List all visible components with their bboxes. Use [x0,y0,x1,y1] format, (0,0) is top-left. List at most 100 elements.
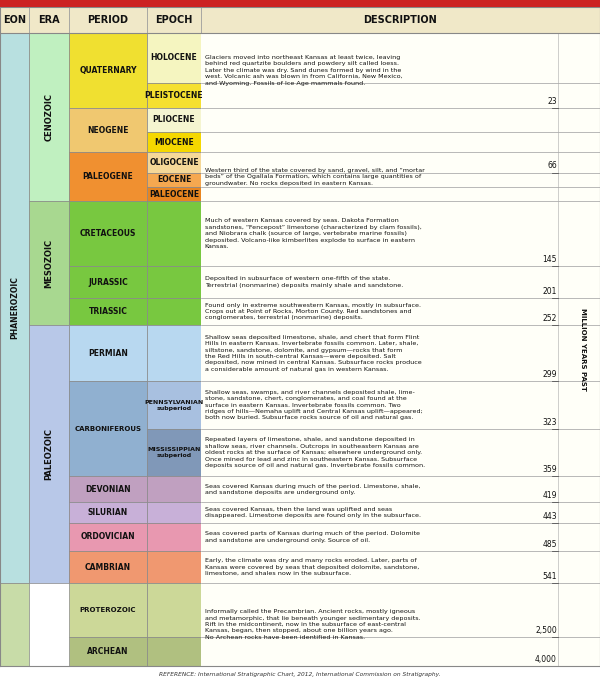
Text: Seas covered Kansas during much of the period. Limestone, shale,
and sandstone d: Seas covered Kansas during much of the p… [205,484,420,495]
Bar [147,108,201,133]
Text: Seas covered Kansas, then the land was uplifted and seas
disappeared. Limestone : Seas covered Kansas, then the land was u… [205,507,421,518]
Bar [147,201,201,266]
Bar [147,298,201,325]
Text: PALEOZOIC: PALEOZOIC [44,428,53,480]
Text: 485: 485 [542,540,557,549]
Text: HOLOCENE: HOLOCENE [151,53,197,62]
Text: 252: 252 [542,314,557,323]
Bar [0,33,29,583]
Text: DESCRIPTION: DESCRIPTION [364,15,437,25]
Text: 359: 359 [542,465,557,475]
Bar [147,266,201,298]
Text: 145: 145 [542,255,557,264]
Text: Much of western Kansas covered by seas. Dakota Formation
sandstones, “Fencepost”: Much of western Kansas covered by seas. … [205,219,421,249]
Bar [69,583,147,637]
Bar [69,381,147,477]
Text: SILURIAN: SILURIAN [88,508,128,517]
Bar [0,7,29,33]
Bar [69,298,147,325]
Bar [147,551,201,583]
Text: Seas covered parts of Kansas during much of the period. Dolomite
and sandstone a: Seas covered parts of Kansas during much… [205,531,419,543]
Text: EON: EON [3,15,26,25]
Text: 443: 443 [542,512,557,520]
Bar [69,266,147,298]
Text: Shallow seas deposited limestone, shale, and chert that form Flint
Hills in east: Shallow seas deposited limestone, shale,… [205,335,421,372]
Bar [147,133,201,152]
Bar [69,477,147,503]
Text: Deposited in subsurface of western one-fifth of the state.
Terrestrial (nonmarin: Deposited in subsurface of western one-f… [205,277,403,288]
Text: PLIOCENE: PLIOCENE [152,115,196,124]
Text: MESOZOIC: MESOZOIC [44,239,53,288]
Bar [29,201,69,325]
Text: 299: 299 [542,370,557,379]
Bar [147,152,201,173]
Text: PROTEROZOIC: PROTEROZOIC [80,607,136,613]
Text: Glaciers moved into northeast Kansas at least twice, leaving
behind red quartzit: Glaciers moved into northeast Kansas at … [205,55,402,85]
Text: Shallow seas, swamps, and river channels deposited shale, lime-
stone, sandstone: Shallow seas, swamps, and river channels… [205,390,422,421]
Bar [147,477,201,503]
Text: TRIASSIC: TRIASSIC [89,307,127,316]
Text: MILLION YEARS PAST: MILLION YEARS PAST [580,308,586,391]
Bar [201,33,600,666]
Bar [69,522,147,551]
Bar [147,173,201,187]
Bar [0,0,600,7]
Text: 4,000: 4,000 [535,655,557,664]
Text: Early, the climate was dry and many rocks eroded. Later, parts of
Kansas were co: Early, the climate was dry and many rock… [205,558,419,576]
Text: Repeated layers of limestone, shale, and sandstone deposited in
shallow seas, ri: Repeated layers of limestone, shale, and… [205,437,425,468]
Text: NEOGENE: NEOGENE [87,126,129,135]
Bar [29,7,69,33]
Bar [0,583,29,666]
Text: 23: 23 [547,97,557,106]
Text: PHANEROZOIC: PHANEROZOIC [10,277,19,339]
Bar [69,325,147,381]
Text: QUATERNARY: QUATERNARY [79,66,137,74]
Text: CARBONIFEROUS: CARBONIFEROUS [74,426,142,432]
Text: EPOCH: EPOCH [155,15,193,25]
Bar [147,83,201,108]
Text: PALEOGENE: PALEOGENE [83,172,133,182]
Text: CAMBRIAN: CAMBRIAN [85,563,131,572]
Text: Informally called the Precambrian. Ancient rocks, mostly igneous
and metamorphic: Informally called the Precambrian. Ancie… [205,609,420,640]
Text: 323: 323 [542,418,557,427]
Bar [147,187,201,201]
Text: 201: 201 [542,287,557,296]
Text: OLIGOCENE: OLIGOCENE [149,158,199,167]
Bar [147,522,201,551]
Bar [29,33,69,201]
Text: 419: 419 [542,491,557,501]
Text: ARCHEAN: ARCHEAN [87,647,129,656]
Bar [147,325,201,381]
Text: DEVONIAN: DEVONIAN [85,485,131,494]
Text: MIOCENE: MIOCENE [154,138,194,147]
Text: 541: 541 [542,572,557,581]
Text: ORDOVICIAN: ORDOVICIAN [80,533,136,542]
Text: MISSISSIPPIAN
subperiod: MISSISSIPPIAN subperiod [148,447,200,458]
Text: PALEOCENE: PALEOCENE [149,190,199,199]
Bar [69,33,147,108]
Bar [69,108,147,152]
Bar [69,637,147,666]
Text: PENNSYLVANIAN
subperiod: PENNSYLVANIAN subperiod [145,400,203,410]
Bar [147,429,201,477]
Text: REFERENCE: International Stratigraphic Chart, 2012, International Commission on : REFERENCE: International Stratigraphic C… [159,672,441,677]
Bar [147,7,201,33]
Text: 66: 66 [547,161,557,171]
Text: ERA: ERA [38,15,60,25]
Bar [147,33,201,83]
Bar [69,7,147,33]
Bar [147,583,201,637]
Bar [29,325,69,583]
Text: PERIOD: PERIOD [88,15,128,25]
Bar [147,503,201,522]
Text: EOCENE: EOCENE [157,176,191,184]
Bar [69,201,147,266]
Bar [201,7,600,33]
Bar [147,637,201,666]
Bar [69,152,147,201]
Text: Found only in extreme southwestern Kansas, mostly in subsurface.
Crops out at Po: Found only in extreme southwestern Kansa… [205,303,421,320]
Text: CENOZOIC: CENOZOIC [44,93,53,141]
Text: 2,500: 2,500 [535,626,557,635]
Text: Western third of the state covered by sand, gravel, silt, and “mortar
beds” of t: Western third of the state covered by sa… [205,168,424,186]
Bar [69,551,147,583]
